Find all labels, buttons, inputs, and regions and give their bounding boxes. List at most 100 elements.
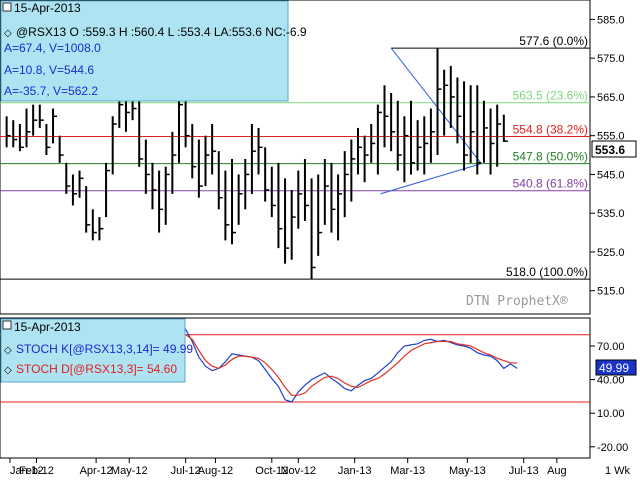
fib-label-2: 554.8 (38.2%) (513, 122, 588, 136)
x-tick-label: Feb-12 (19, 465, 54, 477)
price-bar (449, 65, 455, 128)
price-bar (469, 85, 475, 163)
x-tick-label: Jan-13 (338, 465, 372, 477)
diamond-icon: ◇ (4, 28, 12, 39)
stoch-info-box: 15-Apr-2013 ◇ STOCH K[@RSX13,3,14]= 49.9… (0, 318, 193, 383)
info-box: 15-Apr-2013 ◇ @RSX13 O :559.3 H :560.4 L… (0, 0, 307, 102)
price-bar (436, 48, 442, 156)
price-tick-label: 575.0 (597, 53, 625, 65)
stoch-last-box: 49.99 (595, 359, 637, 376)
info-line-3: A=-35.7, V=562.2 (4, 84, 98, 98)
stoch-d-legend: STOCH D[@RSX13,3]= 54.60 (16, 362, 177, 376)
price-bar (429, 108, 435, 163)
x-tick-label: Apr-12 (80, 465, 113, 477)
price-bar (423, 116, 429, 175)
x-tick-label: Jan-12 (10, 465, 44, 477)
price-bar (25, 108, 31, 148)
price-bar (151, 162, 157, 210)
price-bar (337, 174, 343, 241)
price-bar (211, 124, 217, 175)
stoch-k-legend: STOCH K[@RSX13,3,14]= 49.99 (16, 342, 193, 356)
price-bar (91, 209, 97, 241)
price-bar (224, 170, 230, 241)
x-tick-label: Aug (547, 465, 567, 477)
price-bar (105, 162, 111, 218)
stoch-d-line (185, 334, 518, 396)
price-bar (489, 108, 495, 175)
price-bar (303, 158, 309, 221)
price-bar (78, 170, 84, 198)
price-bar (85, 186, 91, 233)
price-bar (363, 135, 369, 183)
info-line-2: A=10.8, V=544.6 (4, 63, 94, 77)
price-bar (502, 114, 508, 142)
stoch-tick-label: -20.00 (597, 442, 628, 454)
price-bar (330, 162, 336, 233)
price-bar (310, 178, 316, 280)
diamond-icon: ◇ (4, 345, 12, 356)
price-bar (370, 124, 376, 163)
price-bars (5, 48, 508, 280)
price-bar (323, 158, 329, 225)
stoch-tick-label: 70.00 (597, 341, 625, 353)
price-bar (204, 135, 210, 187)
price-bar (18, 124, 24, 152)
price-bar (65, 162, 71, 194)
stoch-collapse-icon[interactable] (2, 320, 12, 330)
price-bar (158, 170, 164, 233)
price-fib-lines (0, 47, 590, 280)
x-tick-label: May-12 (111, 465, 148, 477)
price-bar (144, 139, 150, 194)
price-bar (383, 85, 389, 148)
price-bar (496, 104, 502, 167)
price-bar (390, 93, 396, 152)
x-tick-label: Mar-13 (390, 465, 425, 477)
price-bar (171, 131, 177, 194)
price-tick-label: 585.0 (597, 14, 625, 26)
price-tick-label: 535.0 (597, 208, 625, 220)
price-bar (343, 151, 349, 218)
price-bar (52, 108, 58, 144)
fib-label-3: 547.8 (50.0%) (513, 150, 588, 164)
price-bar (138, 100, 144, 167)
price-bar (71, 174, 77, 206)
price-bar (177, 93, 183, 163)
price-y-axis: 515.0 525.0 535.0 545.0 555.0 565.0 575.0 585.0 (590, 14, 625, 298)
watermark: DTN ProphetX® (466, 294, 568, 309)
price-bar (164, 166, 170, 225)
price-bar (12, 120, 18, 148)
price-bar (350, 139, 356, 202)
triangle-upper-line (390, 47, 482, 164)
price-tick-label: 515.0 (597, 286, 625, 298)
price-bar (297, 170, 303, 229)
price-bar (264, 147, 270, 202)
price-bar (416, 120, 422, 171)
price-bar (111, 116, 117, 175)
price-bar (463, 81, 469, 171)
period-label: 1 Wk (605, 465, 631, 477)
price-bar (482, 100, 488, 163)
fib-label-0: 577.6 (0.0%) (519, 34, 588, 48)
x-tick-label: Oct-12 (255, 465, 288, 477)
collapse-icon[interactable] (2, 2, 12, 12)
price-bar (290, 189, 296, 260)
price-bar (197, 139, 203, 198)
price-bar (191, 124, 197, 179)
stoch-tick-label: 40.00 (597, 375, 625, 387)
stoch-lines (178, 328, 518, 403)
x-tick-label: Aug-12 (198, 465, 233, 477)
price-bar (5, 116, 11, 148)
stoch-tick-label: 10.00 (597, 408, 625, 420)
price-bar (396, 100, 402, 171)
price-bar (270, 166, 276, 218)
price-bar (231, 158, 237, 245)
quote-line: @RSX13 O :559.3 H :560.4 L :553.4 LA:553… (16, 25, 307, 39)
price-bar (217, 151, 223, 210)
x-tick-label: Jul-12 (171, 465, 201, 477)
stoch-date: 15-Apr-2013 (14, 320, 81, 334)
price-bar (277, 162, 283, 249)
price-bar (317, 174, 323, 256)
stoch-y-axis: -20.00 10.00 40.00 70.00 (590, 341, 628, 454)
